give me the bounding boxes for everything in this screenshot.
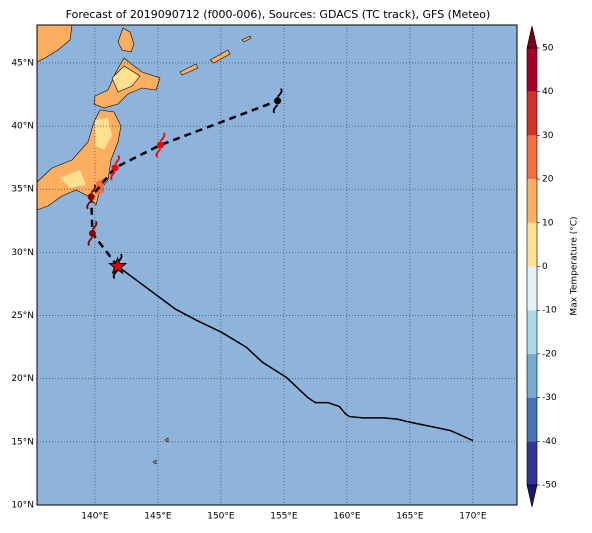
storm-arm (276, 88, 283, 98)
colorbar-tick-label: 30 (542, 131, 554, 141)
y-tick-label: 10°N (11, 501, 34, 511)
colorbar-band (527, 179, 537, 223)
x-tick-label: 170°E (459, 512, 487, 522)
colorbar-tick-label: -50 (542, 481, 557, 491)
x-tick-label: 155°E (270, 512, 298, 522)
storm-marker (86, 184, 97, 210)
storm-arm (110, 171, 116, 181)
storm-marker (272, 88, 283, 114)
x-tick-label: 140°E (81, 512, 109, 522)
kurils (179, 35, 252, 76)
x-tick-label: 165°E (396, 512, 424, 522)
hokkaido-cool (111, 65, 141, 93)
colorbar-tick-label: 50 (542, 44, 554, 54)
y-tick-label: 40°N (11, 122, 34, 132)
honshu-warm (96, 178, 104, 196)
y-tick-label: 45°N (11, 58, 34, 68)
y-tick-label: 15°N (11, 437, 34, 447)
current-position (108, 256, 128, 275)
storm-marker (110, 154, 120, 181)
x-tick-label: 150°E (207, 512, 235, 522)
colorbar-tick-label: -10 (542, 306, 557, 316)
colorbar-tick-label: 0 (542, 262, 548, 272)
colorbar-tick-label: 40 (542, 87, 554, 97)
past-track (117, 265, 474, 442)
colorbar-tick-label: 10 (542, 218, 554, 228)
colorbar-band (527, 48, 537, 92)
storm-arm (159, 132, 166, 142)
forecast-track (89, 99, 279, 268)
colorbar-band (527, 310, 537, 354)
storm-arm (112, 269, 119, 280)
plot-frame (36, 24, 518, 506)
colorbar-tick-label: -40 (542, 437, 557, 447)
storm-core (111, 164, 119, 172)
storm-core (87, 193, 95, 201)
colorbar-band (527, 222, 537, 267)
colorbar-band (527, 266, 537, 311)
title: Forecast of 2019090712 (f000-006), Sourc… (66, 8, 491, 21)
colorbar-under (526, 484, 538, 508)
storm-marker (87, 220, 98, 247)
storm-core (88, 229, 96, 237)
storm-marker (155, 132, 166, 158)
honshu-cool (60, 118, 112, 188)
colorbar-label: Max Temperature (°C) (570, 216, 580, 315)
storm-arm (155, 148, 162, 158)
colorbar-band (527, 353, 537, 398)
storm-arm (90, 184, 97, 194)
y-tick-label: 30°N (11, 248, 34, 258)
storm-core (156, 141, 164, 149)
x-tick-label: 145°E (144, 512, 172, 522)
colorbar-tick-label: -30 (542, 393, 557, 403)
colorbar-band (527, 135, 537, 180)
colorbar-band (527, 91, 537, 136)
storm-arm (272, 104, 279, 114)
storm-arm (86, 200, 92, 210)
colorbar-tick-label: 20 (542, 175, 554, 185)
storm-core (274, 97, 282, 105)
x-tick-label: 160°E (333, 512, 361, 522)
y-tick-label: 20°N (11, 374, 34, 384)
islets (152, 437, 169, 465)
colorbar-band (527, 441, 537, 485)
y-tick-label: 35°N (11, 185, 34, 195)
storm-arm (87, 236, 94, 247)
storm-arm (114, 154, 120, 165)
colorbar-tick-label: -20 (542, 349, 557, 359)
y-tick-label: 25°N (11, 311, 34, 321)
colorbar-over (526, 25, 538, 49)
storm-arm (91, 220, 98, 231)
land (36, 24, 252, 465)
sakhalin (117, 27, 135, 53)
colorbar-band (527, 397, 537, 442)
